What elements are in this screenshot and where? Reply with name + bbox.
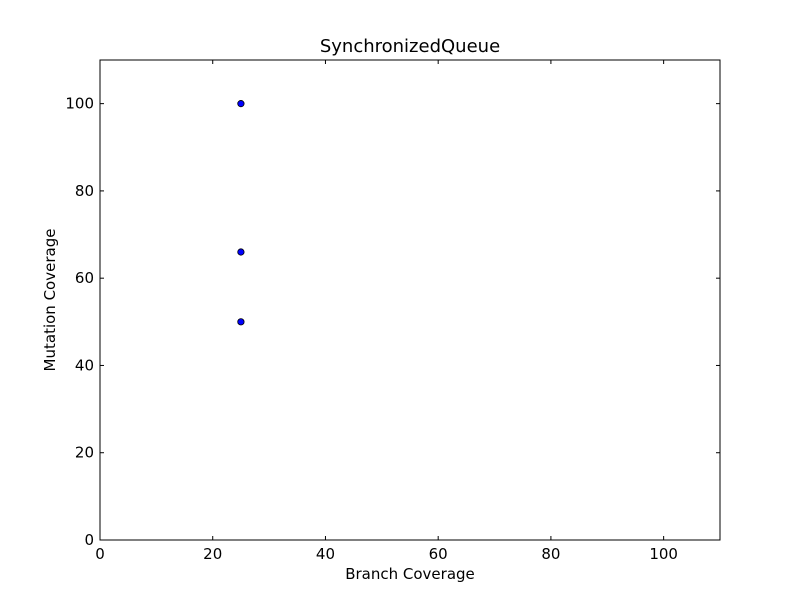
y-tick-label: 60 (75, 269, 94, 287)
data-point (237, 100, 245, 108)
y-tick-label: 80 (75, 182, 94, 200)
y-tick-label: 20 (75, 444, 94, 462)
y-tick-label: 40 (75, 356, 94, 374)
y-tick-label: 0 (84, 531, 94, 549)
y-tick-label: 100 (65, 95, 94, 113)
data-point (237, 318, 245, 326)
plot-frame (99, 59, 721, 541)
x-tick-label: 20 (203, 545, 222, 563)
x-tick-label: 100 (649, 545, 678, 563)
x-axis-label: Branch Coverage (345, 565, 475, 583)
y-axis-label: Mutation Coverage (41, 229, 59, 372)
data-point (237, 248, 245, 256)
x-tick-label: 60 (429, 545, 448, 563)
plot-area: 0 20 40 60 80 100 0 20 40 60 80 100 (65, 59, 721, 563)
chart-title: SynchronizedQueue (320, 36, 500, 57)
x-tick-label: 40 (316, 545, 335, 563)
x-tick-label: 0 (95, 545, 105, 563)
x-tick-label: 80 (541, 545, 560, 563)
